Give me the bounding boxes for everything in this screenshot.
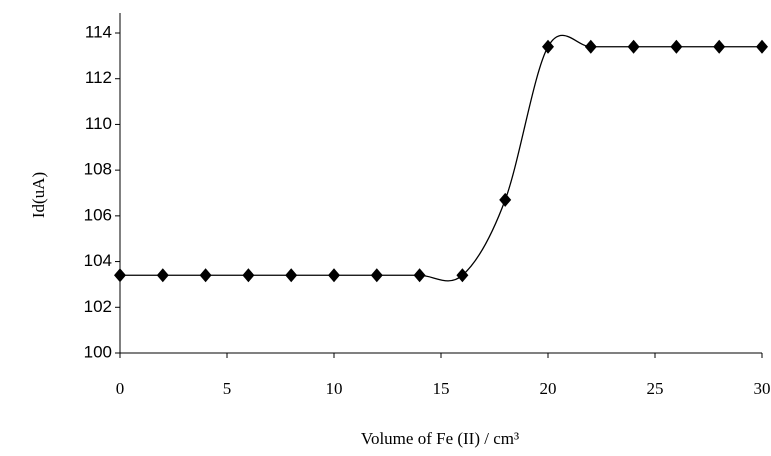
y-tick-label: 100 (84, 342, 112, 361)
data-point (242, 268, 254, 282)
y-tick-label: 104 (84, 251, 112, 270)
data-point (670, 40, 682, 54)
y-tick-label: 112 (85, 68, 112, 87)
data-point (328, 268, 340, 282)
y-tick-label: 114 (85, 22, 112, 41)
data-point (585, 40, 597, 54)
y-axis-label: Id(uA) (29, 172, 48, 218)
x-tick-label: 10 (326, 379, 343, 398)
x-tick-label: 30 (754, 379, 771, 398)
data-point (756, 40, 768, 54)
x-tick-label: 5 (223, 379, 232, 398)
data-point (499, 193, 511, 207)
y-tick-label: 106 (84, 205, 112, 224)
x-axis-label: Volume of Fe (II) / cm³ (361, 429, 519, 448)
data-point (157, 268, 169, 282)
data-point (114, 268, 126, 282)
data-line (120, 35, 762, 281)
data-point (200, 268, 212, 282)
y-tick-label: 102 (84, 297, 112, 316)
x-tick-label: 20 (540, 379, 557, 398)
x-tick-label: 0 (116, 379, 125, 398)
data-point (414, 268, 426, 282)
data-point (713, 40, 725, 54)
data-point (371, 268, 383, 282)
x-tick-label: 15 (433, 379, 450, 398)
y-tick-label: 108 (84, 160, 112, 179)
data-point (285, 268, 297, 282)
data-point (542, 40, 554, 54)
x-tick-label: 25 (647, 379, 664, 398)
y-tick-label: 110 (85, 114, 112, 133)
chart: Volume of Fe (II) / cm³ Id(uA) 100102104… (0, 0, 771, 456)
data-point (628, 40, 640, 54)
